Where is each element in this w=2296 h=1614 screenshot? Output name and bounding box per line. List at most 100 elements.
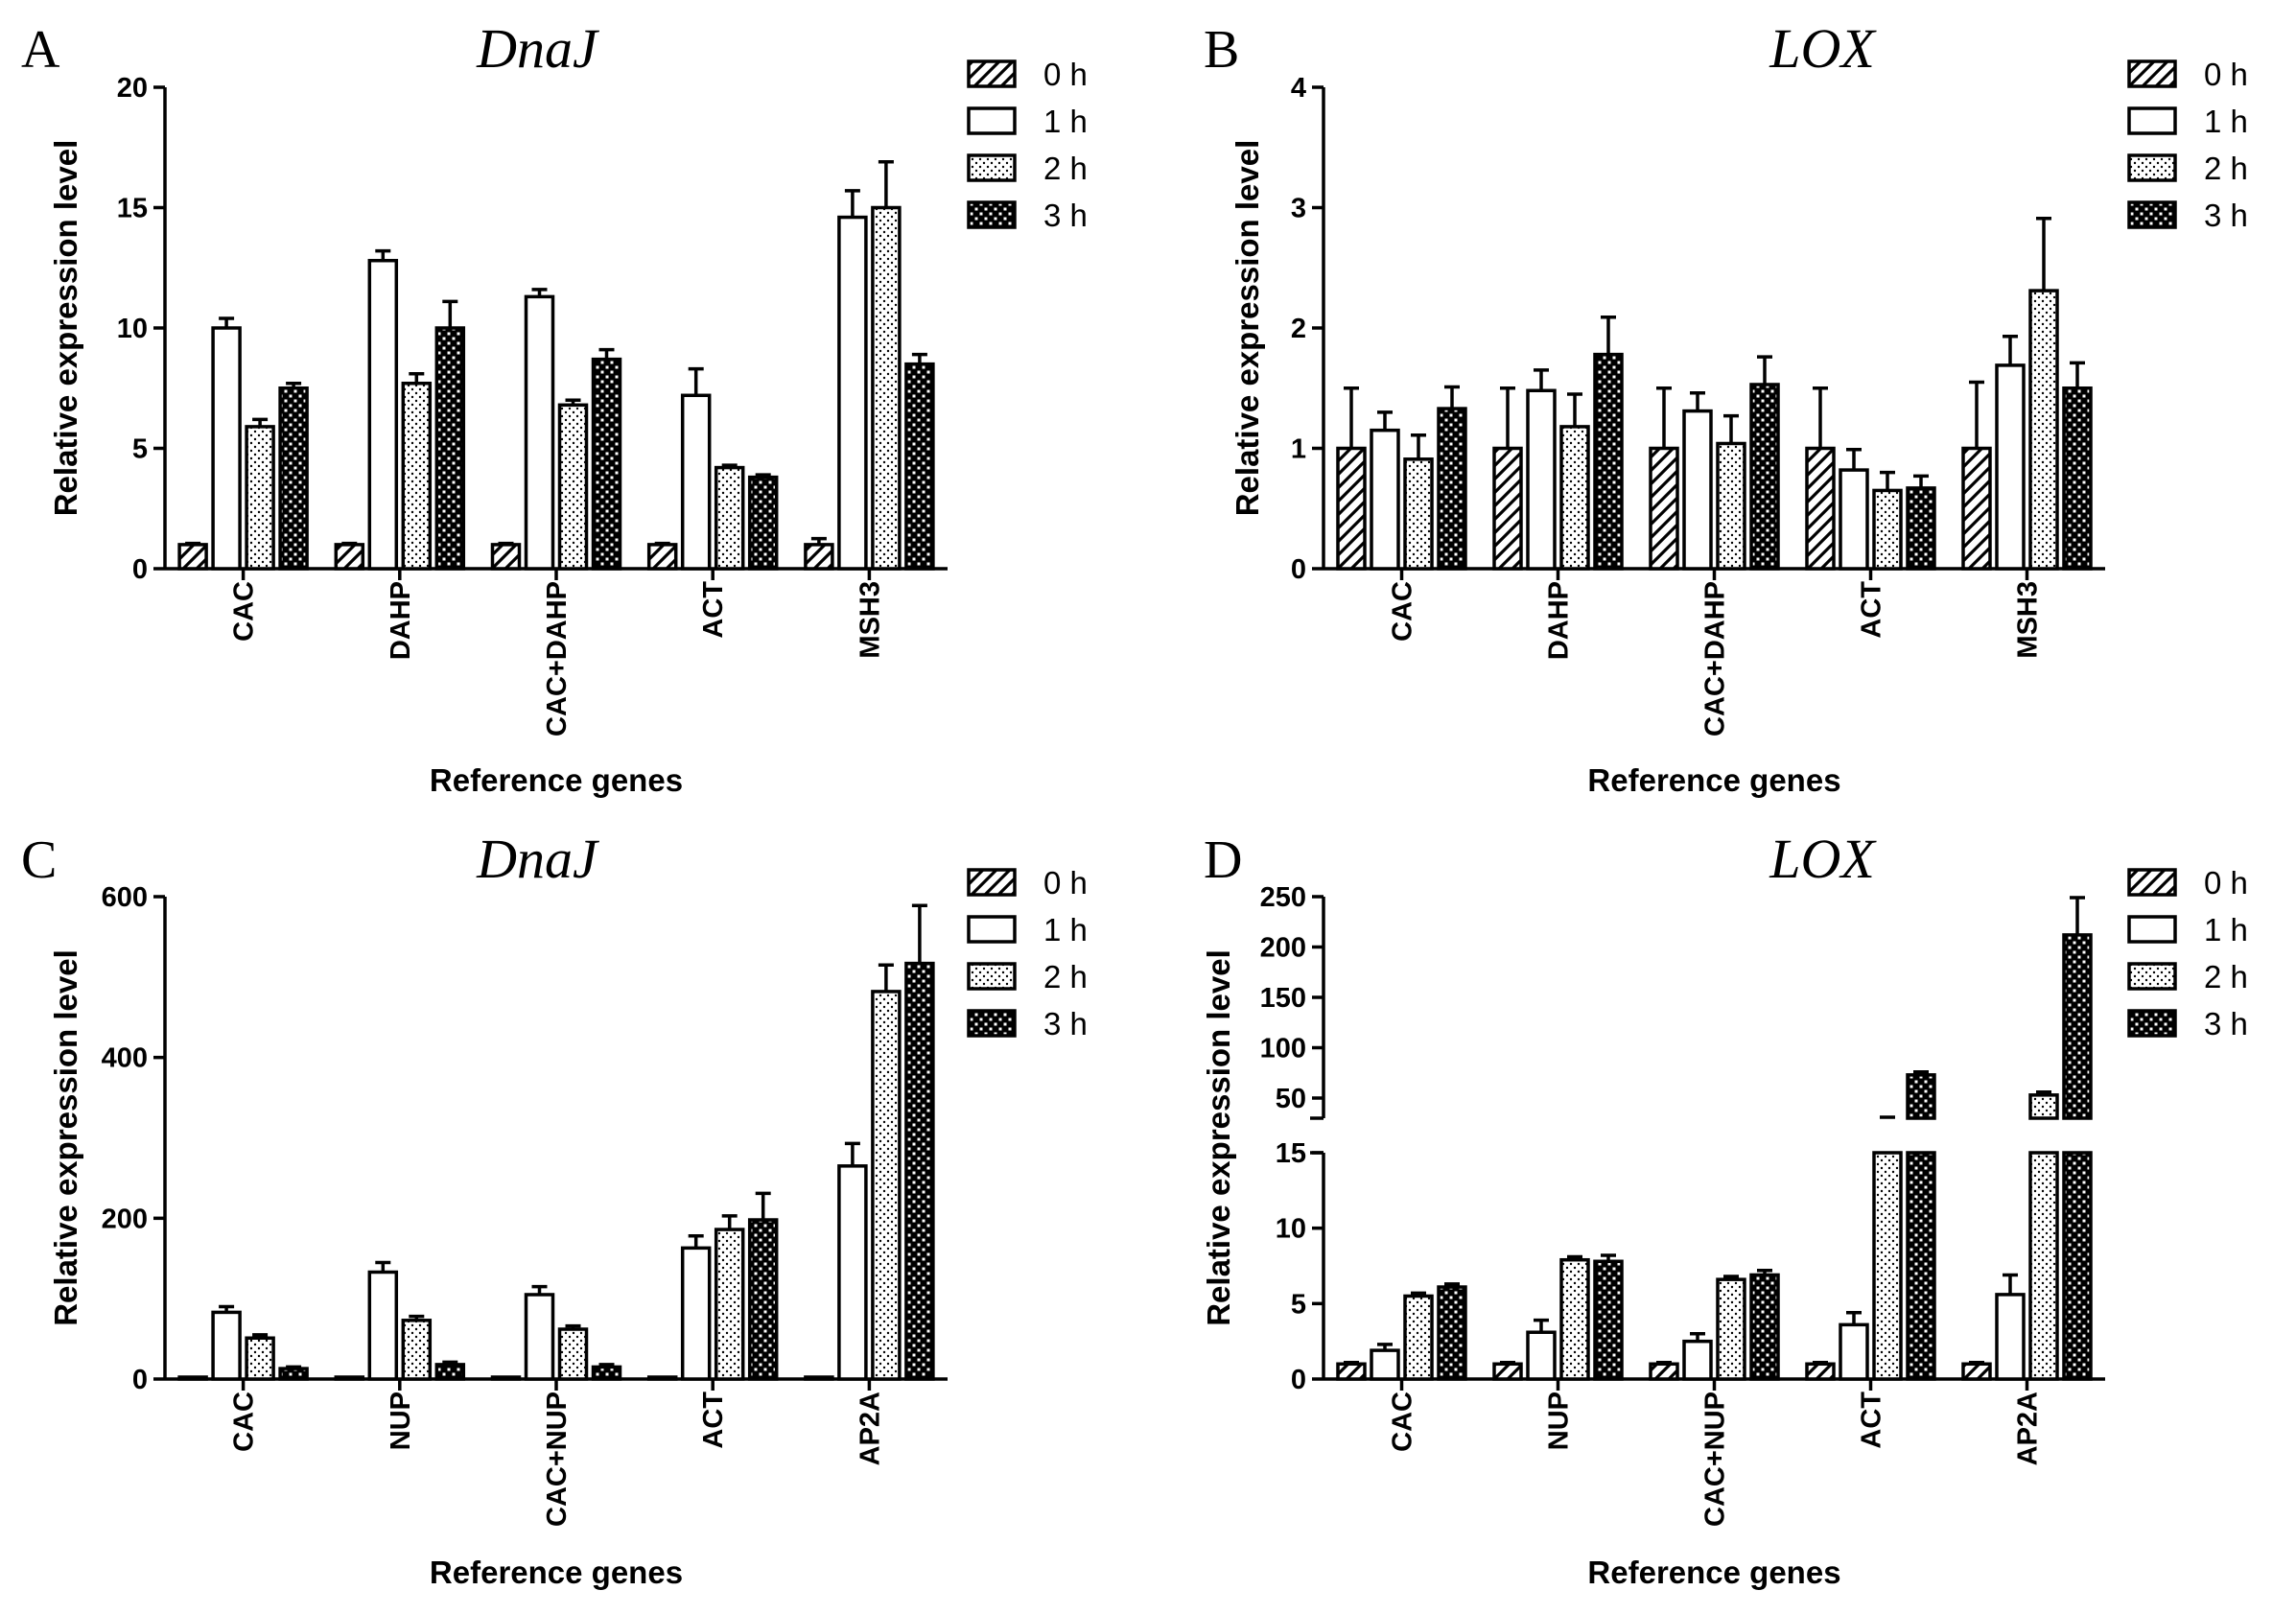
- error-bar: [1656, 1360, 1672, 1365]
- category-label: DAHP: [386, 581, 416, 660]
- legend-label: 0 h: [2204, 865, 2248, 901]
- bar: [490, 1375, 522, 1381]
- bar: [1961, 1362, 1992, 1381]
- panel-letter: D: [1204, 830, 1242, 890]
- error-bar: [1880, 470, 1895, 491]
- error-bar: [1913, 1069, 1929, 1075]
- legend-swatch: [967, 200, 1017, 229]
- error-bar: [286, 1365, 302, 1369]
- error-bar: [375, 1260, 391, 1273]
- bar: [904, 362, 935, 571]
- bar: [2062, 1151, 2093, 1381]
- error-bar: [1411, 1291, 1426, 1297]
- y-tick-label: 400: [102, 1043, 148, 1074]
- legend-swatch: [2127, 915, 2177, 944]
- legend-label: 1 h: [2204, 912, 2248, 947]
- category-label: CAC: [229, 1392, 260, 1452]
- error-bar: [1913, 474, 1929, 488]
- y-tick-label: 0: [132, 554, 148, 585]
- bar: [871, 990, 902, 1381]
- bar: [1526, 1330, 1557, 1381]
- error-bar: [2003, 1273, 2018, 1295]
- error-bar: [1411, 433, 1426, 459]
- error-bar: [252, 1333, 269, 1339]
- legend-label: 1 h: [1043, 912, 1088, 947]
- panel-c: C DnaJ 0 200 400 600 CAC NUP CAC+NUP ACT AP2A Refer…: [21, 828, 1088, 1590]
- legend: 0 h 1 h 2 h 3 h: [2127, 865, 2248, 1041]
- error-bar: [1690, 391, 1705, 411]
- legend: 0 h 1 h 2 h 3 h: [2127, 57, 2248, 233]
- y-tick-label: 150: [1260, 983, 1306, 1014]
- bar: [1336, 1362, 1367, 1381]
- y-axis-title: Relative expression level: [1230, 140, 1265, 517]
- bar: [1370, 428, 1400, 571]
- error-bar: [531, 1284, 548, 1295]
- bar: [904, 961, 935, 1381]
- category-label: CAC: [229, 581, 260, 642]
- bar: [1559, 1257, 1590, 1381]
- bar: [334, 1375, 365, 1381]
- error-bar: [375, 248, 391, 261]
- bar: [1593, 352, 1624, 571]
- error-bar: [1969, 1360, 1984, 1365]
- bar: [1961, 446, 1992, 571]
- legend-swatch: [2127, 200, 2177, 229]
- panel-title: LOX: [1769, 828, 1877, 890]
- bar: [591, 1365, 622, 1381]
- error-bar: [1377, 1343, 1393, 1351]
- bar: [334, 543, 365, 571]
- bar: [434, 1363, 466, 1381]
- error-bar: [442, 299, 458, 328]
- panel-letter: A: [21, 20, 60, 80]
- error-bar: [878, 160, 894, 208]
- y-tick-label: 1: [1291, 434, 1306, 465]
- error-bar: [1757, 355, 1772, 385]
- y-tick-label: 4: [1291, 73, 1306, 104]
- legend-swatch: [967, 962, 1017, 991]
- error-bar: [1344, 386, 1359, 449]
- error-bar: [409, 1314, 425, 1321]
- y-tick-label: 5: [1291, 1289, 1306, 1320]
- error-bar: [721, 1214, 738, 1230]
- axis-break-mark: [1310, 1116, 1324, 1155]
- legend: 0 h 1 h 2 h 3 h: [967, 865, 1088, 1041]
- legend-swatch: [967, 106, 1017, 135]
- category-label: CAC+NUP: [542, 1392, 573, 1527]
- y-axis-title: Relative expression level: [48, 949, 83, 1326]
- error-bar: [810, 536, 827, 545]
- panel-b: B LOX 0 1 2 3 4 CAC DAHP CAC+DAHP ACT MSH3 Reference…: [1204, 17, 2248, 798]
- error-bar: [565, 398, 581, 406]
- bar: [804, 543, 834, 571]
- bar: [2028, 1151, 2059, 1381]
- error-bar: [1534, 1318, 1549, 1333]
- error-bar: [2070, 361, 2085, 388]
- bar: [837, 215, 868, 571]
- y-tick-label: 5: [132, 434, 148, 465]
- panel-title: DnaJ: [476, 17, 600, 80]
- bar: [591, 357, 622, 571]
- y-tick-label: 2: [1291, 314, 1306, 344]
- error-bar: [252, 417, 269, 427]
- bar: [1370, 1348, 1400, 1381]
- y-tick-label: 600: [102, 882, 148, 913]
- bar: [871, 205, 902, 571]
- category-label: MSH3: [855, 581, 885, 659]
- bar: [1716, 1277, 1746, 1381]
- legend-swatch: [2127, 868, 2177, 897]
- bar: [211, 326, 242, 571]
- bar: [1995, 363, 2026, 571]
- error-bar: [1656, 386, 1672, 449]
- error-bar: [1846, 448, 1862, 471]
- error-bar: [2070, 896, 2085, 935]
- panel-letter: B: [1204, 20, 1239, 80]
- bar: [245, 1336, 275, 1381]
- error-bar: [442, 1360, 458, 1365]
- error-bar: [1969, 380, 1984, 449]
- bar: [1716, 441, 1746, 571]
- bar: [1559, 425, 1590, 571]
- legend-swatch: [2127, 962, 2177, 991]
- bar: [747, 1218, 779, 1381]
- bar: [747, 475, 779, 571]
- legend-swatch: [2127, 153, 2177, 182]
